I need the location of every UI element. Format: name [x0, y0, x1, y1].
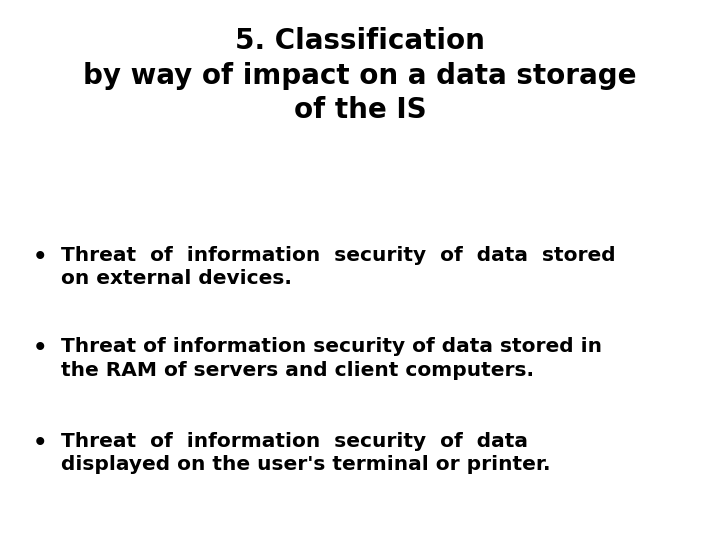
Text: •: •: [32, 338, 47, 361]
Text: Threat of information security of data stored in
the RAM of servers and client c: Threat of information security of data s…: [61, 338, 602, 380]
Text: 5. Classification
by way of impact on a data storage
of the IS: 5. Classification by way of impact on a …: [84, 27, 636, 124]
Text: Threat  of  information  security  of  data  stored
on external devices.: Threat of information security of data s…: [61, 246, 616, 288]
Text: •: •: [32, 432, 47, 455]
Text: •: •: [32, 246, 47, 269]
Text: Threat  of  information  security  of  data
displayed on the user's terminal or : Threat of information security of data d…: [61, 432, 551, 475]
